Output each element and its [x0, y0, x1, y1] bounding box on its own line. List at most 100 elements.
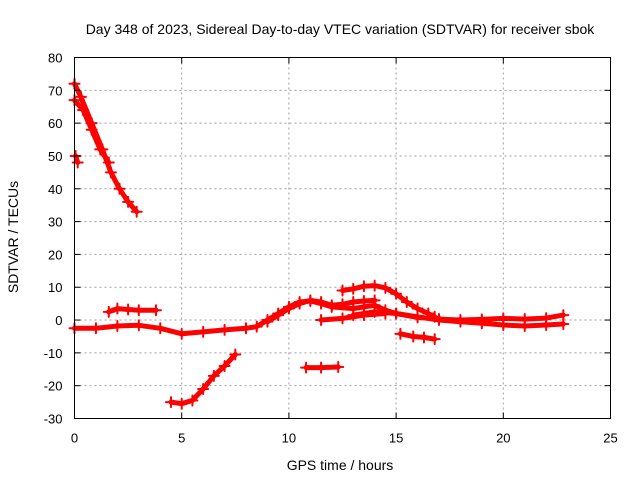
- data-point: [475, 313, 488, 326]
- data-point: [229, 348, 242, 361]
- data-point: [417, 331, 430, 344]
- data-point: [357, 295, 370, 308]
- data-point: [272, 309, 285, 322]
- data-point: [304, 294, 317, 307]
- data-point: [390, 287, 403, 300]
- data-point: [454, 314, 467, 327]
- data-point: [130, 205, 143, 218]
- data-point: [422, 307, 435, 320]
- data-point: [315, 361, 328, 374]
- y-tick-label: 80: [48, 51, 62, 66]
- series-line: [340, 283, 438, 320]
- data-point: [122, 195, 135, 208]
- data-point: [104, 166, 117, 179]
- data-point: [282, 302, 295, 315]
- series-trace-1: [68, 77, 143, 218]
- axis-ticks: 0 5 10 15 20 25 -30 -20 -10 0 10 20 30 40 50 60 70 80: [44, 51, 618, 446]
- data-point: [347, 282, 360, 295]
- y-tick-label: 20: [48, 247, 62, 262]
- data-point: [111, 302, 124, 315]
- data-point: [379, 307, 392, 320]
- data-point: [77, 104, 90, 117]
- data-point: [175, 327, 188, 340]
- data-point: [218, 323, 231, 336]
- data-point: [250, 320, 263, 333]
- plot-frame: [74, 57, 611, 419]
- data-point: [186, 394, 199, 407]
- data-point: [261, 315, 274, 328]
- data-point: [540, 312, 553, 325]
- data-point: [390, 307, 403, 320]
- data-series: [68, 77, 570, 410]
- series-trace-11: [300, 360, 345, 374]
- x-tick-label: 10: [282, 431, 296, 446]
- series-line: [168, 352, 238, 407]
- data-point: [394, 327, 407, 340]
- series-line: [318, 311, 388, 323]
- data-point: [357, 280, 370, 293]
- x-axis-label: GPS time / hours: [287, 457, 394, 473]
- data-point: [315, 314, 328, 327]
- data-point: [113, 182, 126, 195]
- series-line: [72, 81, 140, 215]
- data-point: [315, 295, 328, 308]
- data-point: [85, 123, 98, 136]
- series-trace-4: [102, 302, 162, 318]
- data-point: [175, 397, 188, 410]
- data-point: [357, 309, 370, 322]
- x-tick-label: 5: [178, 431, 185, 446]
- series-trace-12: [164, 348, 242, 410]
- y-tick-label: 60: [48, 116, 62, 131]
- data-point: [518, 313, 531, 326]
- series-trace-3: [69, 149, 84, 169]
- series-trace-6: [261, 294, 381, 328]
- data-point: [300, 361, 313, 374]
- data-point: [132, 304, 145, 317]
- y-tick-label: 40: [48, 182, 62, 197]
- data-point: [336, 298, 349, 311]
- data-point: [411, 302, 424, 315]
- y-tick-label: 30: [48, 215, 62, 230]
- x-tick-label: 15: [389, 431, 403, 446]
- grid: [74, 57, 611, 419]
- series-trace-8: [336, 279, 441, 323]
- data-point: [293, 297, 306, 310]
- x-tick-label: 20: [496, 431, 510, 446]
- data-point: [368, 294, 381, 307]
- data-point: [379, 281, 392, 294]
- data-point: [74, 90, 87, 103]
- data-point: [197, 325, 210, 338]
- data-point: [154, 322, 167, 335]
- data-point: [557, 309, 570, 322]
- data-point: [497, 312, 510, 325]
- data-point: [428, 333, 441, 346]
- data-point: [336, 312, 349, 325]
- data-point: [197, 382, 210, 395]
- data-point: [336, 284, 349, 297]
- data-point: [218, 359, 231, 372]
- data-point: [240, 322, 253, 335]
- chart-title: Day 348 of 2023, Sidereal Day-to-day VTE…: [86, 21, 596, 37]
- data-point: [122, 303, 135, 316]
- data-point: [164, 396, 177, 409]
- data-point: [400, 295, 413, 308]
- data-point: [102, 305, 115, 318]
- y-tick-label: 0: [55, 313, 62, 328]
- data-point: [207, 369, 220, 382]
- data-point: [102, 156, 115, 169]
- data-point: [368, 279, 381, 292]
- data-point: [325, 299, 338, 312]
- y-tick-label: 50: [48, 149, 62, 164]
- y-tick-label: -30: [44, 412, 63, 427]
- y-axis-label: SDTVAR / TECUs: [5, 181, 21, 293]
- x-tick-label: 0: [71, 431, 78, 446]
- data-point: [149, 304, 162, 317]
- data-point: [111, 319, 124, 332]
- data-point: [332, 360, 345, 373]
- x-tick-label: 25: [603, 431, 617, 446]
- y-tick-label: -10: [44, 346, 63, 361]
- data-point: [89, 322, 102, 335]
- y-tick-label: 70: [48, 83, 62, 98]
- series-trace-10: [394, 327, 441, 346]
